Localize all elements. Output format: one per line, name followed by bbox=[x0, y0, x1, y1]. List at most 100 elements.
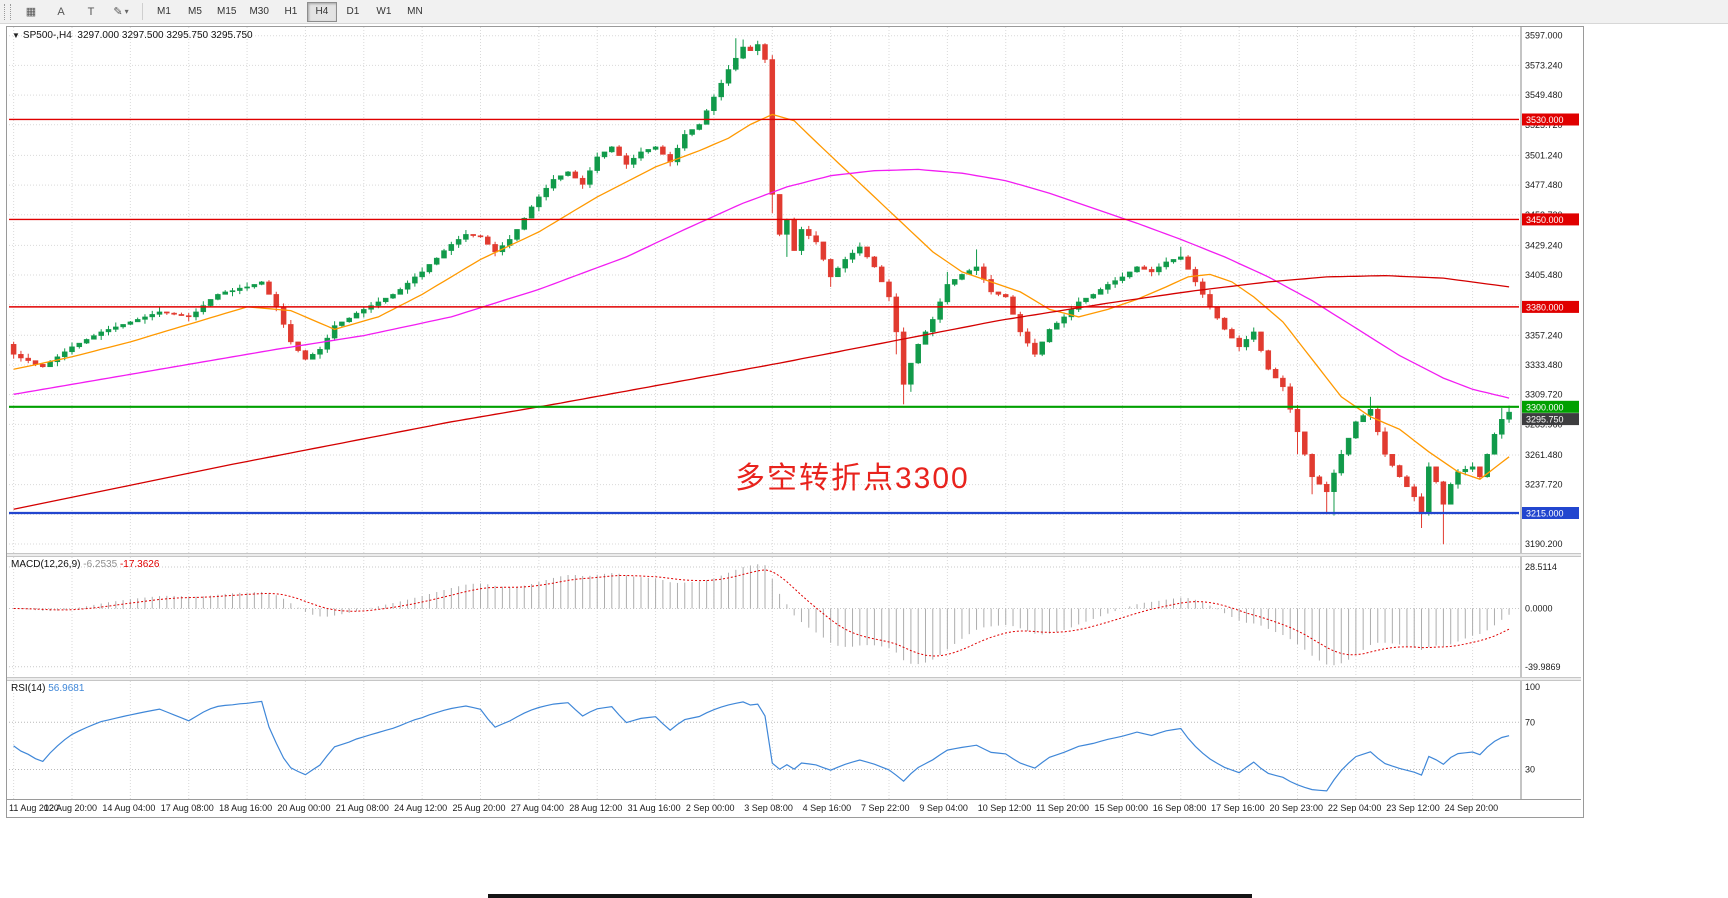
time-axis-label: 20 Sep 23:00 bbox=[1269, 803, 1324, 813]
timeframe-button-h4[interactable]: H4 bbox=[306, 1, 337, 22]
ma-mid bbox=[13, 168, 1510, 399]
time-axis-label: 22 Sep 04:00 bbox=[1327, 803, 1382, 813]
time-axis-label: 25 Aug 20:00 bbox=[452, 803, 506, 813]
macd-axis[interactable]: 28.5114 0.0000 -39.9869 bbox=[1520, 557, 1561, 677]
symbol-period-label: SP500-,H4 bbox=[22, 30, 72, 41]
time-axis-label: 16 Sep 08:00 bbox=[1152, 803, 1207, 813]
rsi-panel-canvas[interactable]: 100 70 30 bbox=[7, 681, 1581, 799]
time-axis-label: 17 Aug 08:00 bbox=[160, 803, 214, 813]
macd-histogram bbox=[20, 564, 1510, 666]
time-axis-label: 11 Sep 20:00 bbox=[1036, 803, 1089, 813]
price-axis[interactable]: 3597.0003573.2403549.4803525.7203501.240… bbox=[1520, 27, 1579, 553]
timeframe-button-mn[interactable]: MN bbox=[407, 6, 423, 17]
panel-divider-rsi[interactable] bbox=[7, 677, 1581, 681]
chart-symbol-label: ▼ SP500-,H4 3297.000 3297.500 3295.750 32… bbox=[12, 30, 253, 41]
time-axis-label: 28 Aug 12:00 bbox=[569, 803, 623, 813]
toolbar-separator bbox=[142, 3, 143, 20]
macd-grid bbox=[9, 557, 1519, 677]
macd-indicator-label: MACD(12,26,9) -6.2535 -17.3626 bbox=[11, 559, 159, 570]
svg-text:3530.000: 3530.000 bbox=[1526, 115, 1564, 125]
chevron-down-icon: ▾ bbox=[124, 7, 129, 16]
macd-signal-value: -17.3626 bbox=[119, 559, 160, 570]
svg-text:3261.480: 3261.480 bbox=[1525, 450, 1563, 460]
candles-layer bbox=[10, 38, 1512, 545]
time-axis-label: 11 Aug 2020 bbox=[9, 803, 59, 813]
time-axis-label: 18 Aug 16:00 bbox=[219, 803, 273, 813]
timeframe-button-h1[interactable]: H1 bbox=[284, 6, 298, 17]
main-chart-canvas[interactable]: 3597.0003573.2403549.4803525.7203501.240… bbox=[7, 27, 1581, 553]
time-axis-label: 15 Sep 00:00 bbox=[1094, 803, 1148, 813]
macd-main-value: -6.2535 bbox=[83, 559, 118, 570]
time-axis-label: 14 Aug 04:00 bbox=[102, 803, 156, 813]
toolbar: ▦ A T ✎ ▾ M1 M5 M15 M30 H1 H4 D1 W1 MN bbox=[0, 0, 1728, 24]
svg-text:3380.000: 3380.000 bbox=[1526, 302, 1564, 312]
svg-text:0.0000: 0.0000 bbox=[1525, 604, 1553, 614]
time-axis-label: 31 Aug 16:00 bbox=[627, 803, 681, 813]
time-axis-label: 3 Sep 08:00 bbox=[744, 803, 793, 813]
text-label-icon: T bbox=[87, 5, 95, 18]
svg-text:-39.9869: -39.9869 bbox=[1525, 662, 1561, 672]
chart-annotation-text: 多空转折点3300 bbox=[735, 462, 970, 495]
time-axis-label: 12 Aug 20:00 bbox=[44, 803, 98, 813]
hlines-layer bbox=[9, 118, 1519, 515]
text-annotation-icon: A bbox=[57, 5, 65, 18]
svg-text:3357.240: 3357.240 bbox=[1525, 330, 1563, 340]
svg-text:28.5114: 28.5114 bbox=[1525, 562, 1557, 572]
rsi-grid bbox=[9, 681, 1519, 799]
svg-text:3295.750: 3295.750 bbox=[1526, 415, 1564, 425]
ohlc-values: 3297.000 3297.500 3295.750 3295.750 bbox=[77, 30, 253, 41]
timeframe-button-m15[interactable]: M15 bbox=[217, 6, 237, 17]
svg-text:3549.480: 3549.480 bbox=[1525, 90, 1563, 100]
svg-text:3309.720: 3309.720 bbox=[1525, 390, 1563, 400]
toolbar-icon-group: ▦ A T ✎ ▾ bbox=[16, 2, 136, 22]
svg-text:3429.240: 3429.240 bbox=[1525, 240, 1563, 250]
svg-text:3450.000: 3450.000 bbox=[1526, 215, 1564, 225]
svg-text:3333.480: 3333.480 bbox=[1525, 360, 1563, 370]
svg-text:3300.000: 3300.000 bbox=[1526, 402, 1564, 412]
time-axis-label: 17 Sep 16:00 bbox=[1211, 803, 1265, 813]
rsi-value: 56.9681 bbox=[48, 683, 85, 694]
text-annotation-button[interactable]: A bbox=[46, 2, 76, 22]
rsi-name: RSI(14) bbox=[11, 683, 46, 694]
time-axis-label: 21 Aug 08:00 bbox=[335, 803, 389, 813]
timeframe-button-m1[interactable]: M1 bbox=[157, 6, 171, 17]
rsi-indicator-label: RSI(14) 56.9681 bbox=[11, 683, 84, 694]
timeframe-button-d1[interactable]: D1 bbox=[346, 6, 360, 17]
time-axis-label: 2 Sep 00:00 bbox=[685, 803, 735, 813]
chart-window: 3597.0003573.2403549.4803525.7203501.240… bbox=[6, 26, 1584, 818]
moving-averages-layer bbox=[13, 113, 1510, 510]
svg-text:100: 100 bbox=[1525, 682, 1540, 692]
svg-text:3501.240: 3501.240 bbox=[1525, 150, 1563, 160]
time-axis-label: 24 Aug 12:00 bbox=[394, 803, 448, 813]
rsi-axis[interactable]: 100 70 30 bbox=[1520, 681, 1540, 799]
svg-text:3215.000: 3215.000 bbox=[1526, 509, 1564, 519]
draw-tools-button[interactable]: ✎ ▾ bbox=[106, 2, 136, 22]
taskbar-edge bbox=[488, 894, 1252, 898]
macd-panel-canvas[interactable]: 28.5114 0.0000 -39.9869 bbox=[7, 557, 1581, 677]
draw-tools-icon: ✎ bbox=[113, 6, 123, 18]
symbol-dropdown-icon[interactable]: ▼ bbox=[12, 31, 20, 40]
svg-text:3190.200: 3190.200 bbox=[1525, 539, 1563, 549]
time-axis-label: 20 Aug 00:00 bbox=[277, 803, 331, 813]
time-axis-label: 27 Aug 04:00 bbox=[510, 803, 564, 813]
timeframe-button-m30[interactable]: M30 bbox=[249, 6, 269, 17]
ma-slow bbox=[13, 274, 1510, 510]
svg-text:70: 70 bbox=[1525, 717, 1535, 727]
timeframe-button-m5[interactable]: M5 bbox=[188, 6, 202, 17]
svg-text:3405.480: 3405.480 bbox=[1525, 270, 1563, 280]
panel-divider-macd[interactable] bbox=[7, 553, 1581, 557]
templates-grid-button[interactable]: ▦ bbox=[16, 2, 46, 22]
text-label-button[interactable]: T bbox=[76, 2, 106, 22]
svg-text:3477.480: 3477.480 bbox=[1525, 180, 1563, 190]
macd-name: MACD(12,26,9) bbox=[11, 559, 81, 570]
templates-grid-icon: ▦ bbox=[25, 6, 37, 18]
svg-text:3573.240: 3573.240 bbox=[1525, 60, 1563, 70]
svg-text:3237.720: 3237.720 bbox=[1525, 480, 1563, 490]
time-axis-label: 7 Sep 22:00 bbox=[861, 803, 910, 813]
timeframe-button-w1[interactable]: W1 bbox=[376, 6, 392, 17]
toolbar-drag-handle[interactable] bbox=[4, 3, 11, 20]
svg-text:3597.000: 3597.000 bbox=[1525, 31, 1563, 41]
time-axis[interactable]: 11 Aug 2020 12 Aug 20:00 14 Aug 04:00 17 Au… bbox=[7, 799, 1581, 817]
rsi-line bbox=[13, 700, 1510, 792]
macd-signal-line bbox=[13, 569, 1510, 657]
